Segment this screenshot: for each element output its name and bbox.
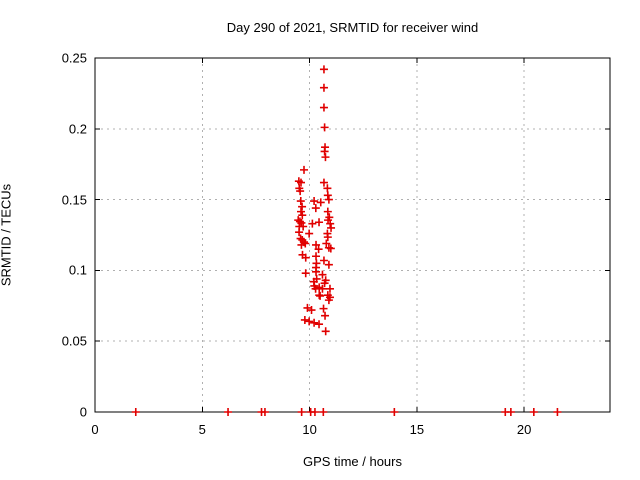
data-point-marker [131,408,140,416]
x-tick-label: 0 [91,422,99,437]
data-point-marker [312,252,321,261]
data-point-marker [319,304,328,313]
data-point-marker [295,228,304,237]
x-axis-label: GPS time / hours [303,454,402,469]
data-point-marker [311,204,320,213]
data-point-marker [311,284,320,293]
data-point-marker [553,408,562,416]
data-point-marker [312,240,321,249]
data-point-marker [319,178,328,187]
data-point-marker [529,408,538,416]
data-point-marker [308,219,317,228]
data-point-marker [321,153,330,162]
y-tick-label: 0.1 [68,262,87,278]
data-point-marker [316,198,325,207]
data-point-marker [323,184,332,193]
data-point-marker [310,318,319,327]
data-point-marker [303,303,312,312]
x-tick-label: 20 [516,422,532,437]
data-point-marker [298,211,307,220]
data-point-marker [326,244,335,253]
data-point-marker [301,269,310,278]
data-point-marker [323,207,332,216]
data-point-marker [315,218,324,227]
data-point-marker [326,219,335,228]
plot-border [94,57,611,413]
data-point-marker [307,306,316,315]
data-point-marker [297,178,305,187]
data-point-marker [324,195,333,204]
data-point-marker [224,408,233,416]
data-point-marker [300,165,309,174]
data-point-marker [305,229,314,238]
data-point-marker [310,197,319,206]
x-tick-label: 5 [198,422,206,437]
data-point-marker [323,191,332,200]
data-point-marker [321,311,330,320]
data-point-marker [324,260,333,269]
x-tick-label: 10 [302,422,317,437]
data-point-marker [325,293,334,302]
y-tick-label: 0 [79,404,87,420]
data-point-marker [320,279,329,288]
data-point-marker [319,408,328,416]
data-point-marker [320,123,329,132]
y-axis-label: SRMTID / TECUs [0,183,14,287]
data-point-marker [296,187,305,196]
data-point-marker [321,327,330,336]
data-point-marker [310,408,319,416]
data-point-marker [319,83,328,92]
y-tick-label: 0.15 [61,192,87,208]
data-point-marker [305,317,314,326]
data-point-marker [322,239,331,248]
data-point-marker [297,408,306,416]
data-point-marker [315,291,324,300]
data-point-marker [319,103,328,112]
x-tick-label: 15 [409,422,425,437]
y-tick-label: 0.05 [61,333,87,349]
data-point-marker [315,320,324,329]
data-point-marker [301,253,310,262]
data-point-marker [314,245,323,254]
data-point-marker [325,284,334,293]
data-point-marker [318,284,327,293]
data-point-marker [301,239,310,248]
data-point-marker [312,267,321,276]
data-point-marker [320,147,329,156]
y-tick-label: 0.25 [61,50,87,66]
data-point-marker [319,65,328,74]
data-point-marker [298,202,307,211]
y-tick-label: 0.2 [68,121,87,137]
data-point-marker [319,256,328,265]
data-point-marker [327,223,336,232]
data-point-marker [323,233,332,242]
data-point-marker [390,408,399,416]
data-point-marker [297,207,305,216]
data-point-marker [300,315,309,324]
data-point-marker [297,240,306,249]
data-point-marker [506,408,515,416]
chart-title: Day 290 of 2021, SRMTID for receiver win… [226,20,479,35]
data-point-marker [296,197,305,206]
data-point-marker [318,270,327,279]
data-point-marker [260,408,269,416]
